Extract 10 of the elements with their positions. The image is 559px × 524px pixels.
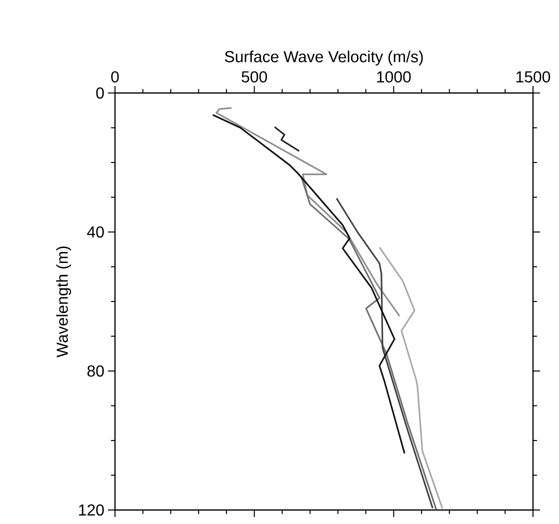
x-tick-label: 0 <box>111 71 119 82</box>
y-tick-label: 80 <box>87 365 104 377</box>
y-tick-label: 40 <box>87 226 104 238</box>
y-tick-label: 120 <box>79 504 104 516</box>
x-axis-title: Surface Wave Velocity (m/s) <box>224 50 423 66</box>
y-axis-title: Wavelength (m) <box>56 246 72 358</box>
x-tick-label: 1000 <box>377 71 411 82</box>
y-tick-label: 0 <box>96 87 104 99</box>
x-tick-label: 500 <box>242 71 267 82</box>
x-tick-label: 1500 <box>516 71 550 82</box>
